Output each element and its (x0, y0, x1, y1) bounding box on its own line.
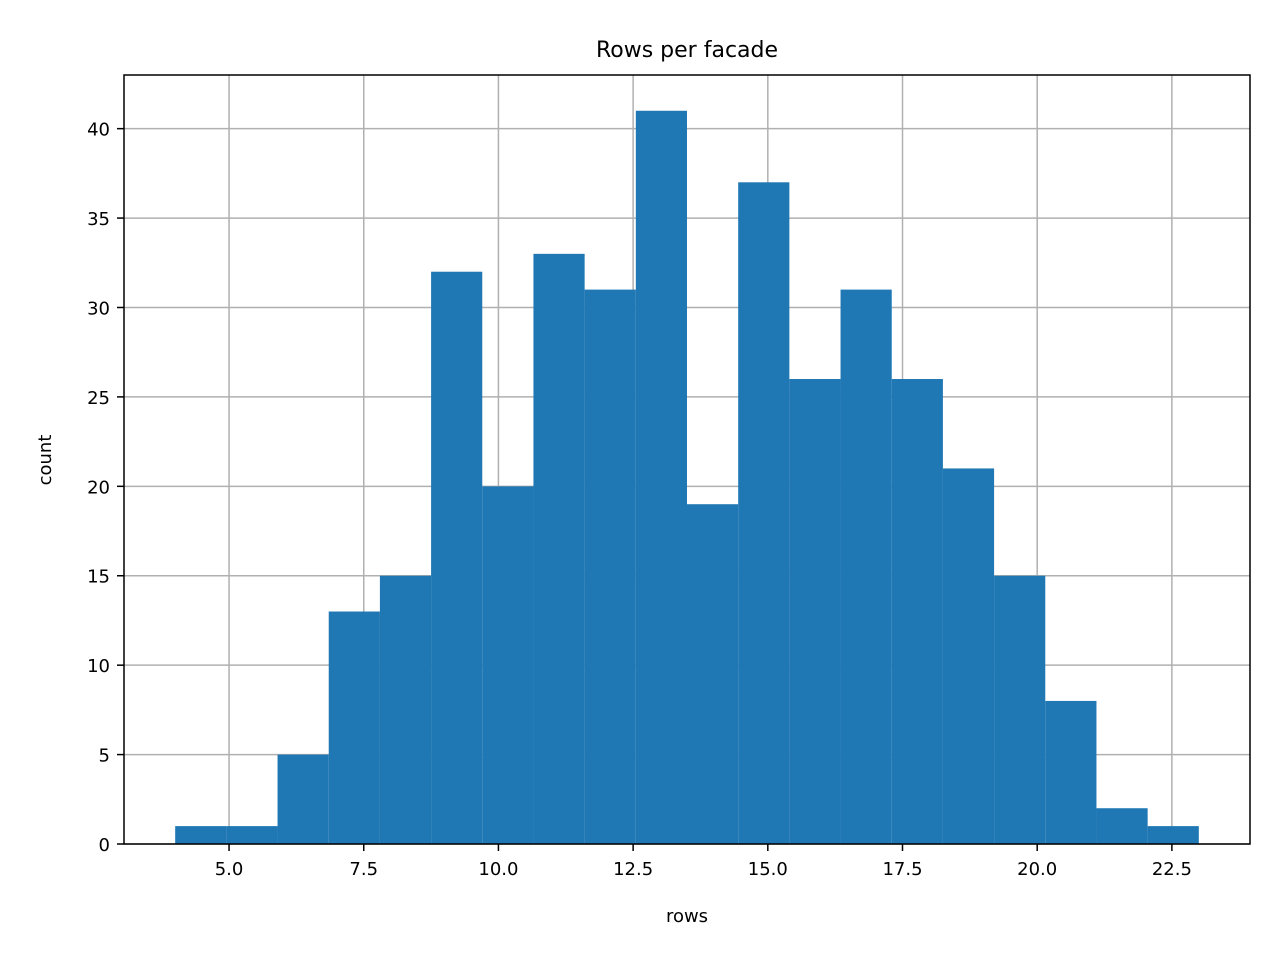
x-axis-label: rows (666, 906, 708, 927)
histogram-bar (1147, 826, 1199, 844)
x-tick-label: 5.0 (215, 859, 244, 880)
histogram-bar (1096, 808, 1148, 844)
y-tick-label: 0 (99, 835, 110, 856)
y-tick-label: 15 (87, 567, 110, 588)
y-tick-label: 25 (87, 388, 110, 409)
x-tick-label: 17.5 (882, 859, 922, 880)
histogram-bar (789, 379, 841, 844)
x-tick-label: 15.0 (748, 859, 788, 880)
histogram-bar (584, 289, 636, 845)
histogram-bar (533, 253, 585, 844)
y-axis-label: count (35, 435, 56, 486)
chart-title: Rows per facade (596, 38, 778, 63)
plot-frame (123, 74, 1251, 845)
histogram-bar (226, 826, 278, 844)
histogram-bar (328, 611, 380, 844)
histogram-bar (891, 379, 943, 844)
x-tick-label: 12.5 (613, 859, 653, 880)
histogram-bar (482, 486, 534, 844)
histogram-bar (1045, 700, 1097, 844)
histogram-bar (379, 575, 432, 844)
histogram-bar (277, 754, 329, 844)
histogram-bar (431, 271, 483, 844)
y-tick-label: 40 (87, 120, 110, 141)
y-tick-label: 5 (99, 746, 110, 767)
y-tick-label: 30 (87, 298, 110, 319)
ticks-layer: 5.0 7.5 10.0 12.5 15.0 17.5 20.0 22.5 0 5 10 15 20 25… (87, 120, 1192, 880)
histogram-bar (687, 504, 739, 844)
histogram-bar (175, 826, 227, 844)
x-tick-label: 7.5 (349, 859, 378, 880)
x-tick-label: 20.0 (1017, 859, 1057, 880)
bars-layer (175, 110, 1199, 845)
y-tick-label: 20 (87, 477, 110, 498)
x-tick-label: 22.5 (1152, 859, 1192, 880)
x-tick-label: 10.0 (478, 859, 518, 880)
histogram-bar (738, 182, 790, 845)
histogram-bar (635, 110, 687, 844)
y-tick-label: 35 (87, 209, 110, 230)
y-tick-label: 10 (87, 656, 110, 677)
histogram-bar (840, 289, 892, 845)
histogram-bar (994, 575, 1046, 844)
histogram-bar (942, 468, 995, 844)
